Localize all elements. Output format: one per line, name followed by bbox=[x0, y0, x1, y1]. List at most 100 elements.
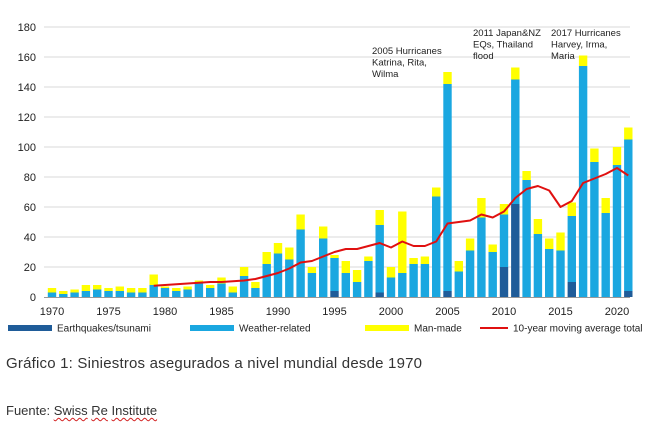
bar-weather-related-2014 bbox=[545, 249, 554, 297]
bar-weather-related-1978 bbox=[138, 292, 147, 297]
y-tick-label: 140 bbox=[18, 82, 36, 94]
legend-swatch bbox=[365, 325, 409, 331]
bar-weather-related-2019 bbox=[601, 213, 610, 297]
x-tick-label: 1970 bbox=[40, 306, 64, 318]
bar-man-made-2011 bbox=[511, 67, 520, 80]
annotation-line: Wilma bbox=[372, 69, 399, 80]
bar-weather-related-1976 bbox=[115, 291, 124, 297]
bar-weather-related-1983 bbox=[194, 283, 204, 297]
bar-man-made-1979 bbox=[149, 274, 158, 285]
bar-man-made-2003 bbox=[420, 256, 430, 264]
legend-label: Weather-related bbox=[239, 324, 311, 335]
bar-man-made-2010 bbox=[499, 204, 509, 215]
annotation-line: Katrina, Rita, bbox=[372, 58, 427, 69]
bar-weather-related-1982 bbox=[183, 289, 192, 297]
bar-man-made-1989 bbox=[262, 252, 271, 264]
bar-man-made-2015 bbox=[556, 232, 565, 251]
bar-man-made-2014 bbox=[545, 238, 554, 249]
bar-weather-related-1974 bbox=[93, 289, 102, 297]
bar-man-made-1977 bbox=[126, 288, 136, 293]
bar-man-made-1981 bbox=[172, 288, 181, 291]
x-tick-label: 1985 bbox=[209, 306, 233, 318]
bar-weather-related-1971 bbox=[59, 294, 68, 297]
bar-man-made-1976 bbox=[115, 286, 124, 291]
moving-average-line bbox=[153, 167, 629, 287]
y-tick-label: 180 bbox=[18, 22, 36, 34]
bar-man-made-2016 bbox=[567, 202, 576, 216]
legend-swatch bbox=[190, 325, 234, 331]
bar-weather-related-1980 bbox=[160, 288, 170, 297]
bar-man-made-2009 bbox=[488, 244, 497, 252]
bar-weather-related-2007 bbox=[465, 250, 475, 297]
y-tick-label: 120 bbox=[18, 112, 36, 124]
bar-earthquakes-tsunami-2010 bbox=[499, 267, 509, 297]
annotation-line: 2005 Hurricanes bbox=[372, 46, 442, 57]
bar-weather-related-1995 bbox=[330, 258, 339, 291]
y-tick-label: 160 bbox=[18, 52, 36, 64]
bar-man-made-1980 bbox=[160, 286, 170, 288]
bar-weather-related-1999 bbox=[375, 225, 384, 293]
bar-man-made-1999 bbox=[375, 210, 384, 225]
bar-man-made-1986 bbox=[228, 286, 237, 293]
bar-weather-related-1990 bbox=[273, 253, 283, 297]
bar-man-made-2005 bbox=[443, 72, 452, 84]
bar-man-made-2012 bbox=[522, 171, 531, 180]
bar-man-made-1985 bbox=[217, 277, 226, 284]
x-tick-label: 2020 bbox=[605, 306, 629, 318]
bar-man-made-2019 bbox=[601, 198, 610, 213]
bar-man-made-2021 bbox=[624, 127, 633, 140]
bar-weather-related-2005 bbox=[443, 84, 452, 291]
bar-man-made-1987 bbox=[239, 267, 249, 276]
bar-man-made-1990 bbox=[273, 243, 283, 254]
x-tick-label: 1975 bbox=[96, 306, 120, 318]
annotation-line: 2011 Japan&NZ bbox=[473, 28, 541, 39]
x-tick-label: 2015 bbox=[548, 306, 572, 318]
y-tick-labels: 0 20 40 60 80 100 120 140 160 180 bbox=[18, 22, 36, 304]
legend-swatch bbox=[8, 325, 52, 331]
annotation-line: flood bbox=[473, 51, 494, 62]
x-tick-label: 2005 bbox=[435, 306, 459, 318]
bar-earthquakes-tsunami-2011 bbox=[511, 204, 520, 297]
bar-weather-related-1989 bbox=[262, 264, 271, 297]
bar-weather-related-1977 bbox=[126, 292, 136, 297]
event-annotations: 2005 Hurricanes Katrina, Rita, Wilma 2011 J… bbox=[372, 28, 621, 80]
bar-earthquakes-tsunami-2005 bbox=[443, 291, 452, 297]
bar-man-made-1971 bbox=[59, 291, 68, 294]
bar-earthquakes-tsunami-1995 bbox=[330, 291, 339, 297]
bar-weather-related-2016 bbox=[567, 216, 576, 282]
y-tick-label: 0 bbox=[30, 292, 36, 304]
bar-man-made-1993 bbox=[307, 267, 317, 273]
bar-man-made-1973 bbox=[81, 285, 91, 291]
bar-weather-related-2006 bbox=[454, 271, 463, 297]
bar-man-made-1988 bbox=[251, 282, 260, 288]
bar-weather-related-1984 bbox=[206, 288, 215, 297]
bar-weather-related-2008 bbox=[477, 217, 486, 297]
y-tick-label: 60 bbox=[24, 202, 36, 214]
figure-caption: Gráfico 1: Siniestros asegurados a nivel… bbox=[6, 355, 423, 372]
bar-man-made-1998 bbox=[364, 256, 373, 261]
bar-man-made-1975 bbox=[104, 288, 113, 291]
bar-man-made-2006 bbox=[454, 261, 463, 272]
bar-weather-related-2021 bbox=[624, 139, 633, 291]
insured-losses-chart: 0 20 40 60 80 100 120 140 160 180 1970 1975 1980 198… bbox=[8, 22, 645, 335]
legend: Earthquakes/tsunami Weather-related Man-ma… bbox=[8, 324, 645, 335]
bar-earthquakes-tsunami-2016 bbox=[567, 282, 576, 297]
bar-weather-related-2013 bbox=[533, 234, 543, 297]
source-label: Fuente: bbox=[6, 403, 54, 418]
bar-weather-related-2004 bbox=[432, 196, 441, 297]
bar-weather-related-1972 bbox=[70, 292, 79, 297]
bar-weather-related-2003 bbox=[420, 264, 430, 297]
x-tick-label: 2010 bbox=[492, 306, 516, 318]
x-tick-label: 1980 bbox=[153, 306, 177, 318]
annotation-line: 2017 Hurricanes bbox=[551, 28, 621, 39]
bar-weather-related-1979 bbox=[149, 285, 158, 297]
moving-average-series bbox=[153, 167, 629, 287]
bar-weather-related-1993 bbox=[307, 273, 317, 297]
bar-man-made-1974 bbox=[93, 285, 102, 290]
annotation-line: EQs, Thailand bbox=[473, 40, 533, 51]
bar-man-made-1982 bbox=[183, 286, 192, 290]
bar-weather-related-2020 bbox=[612, 165, 622, 297]
y-tick-label: 20 bbox=[24, 262, 36, 274]
bar-man-made-1991 bbox=[285, 247, 294, 260]
annotation-line: Harvey, Irma, bbox=[551, 40, 607, 51]
